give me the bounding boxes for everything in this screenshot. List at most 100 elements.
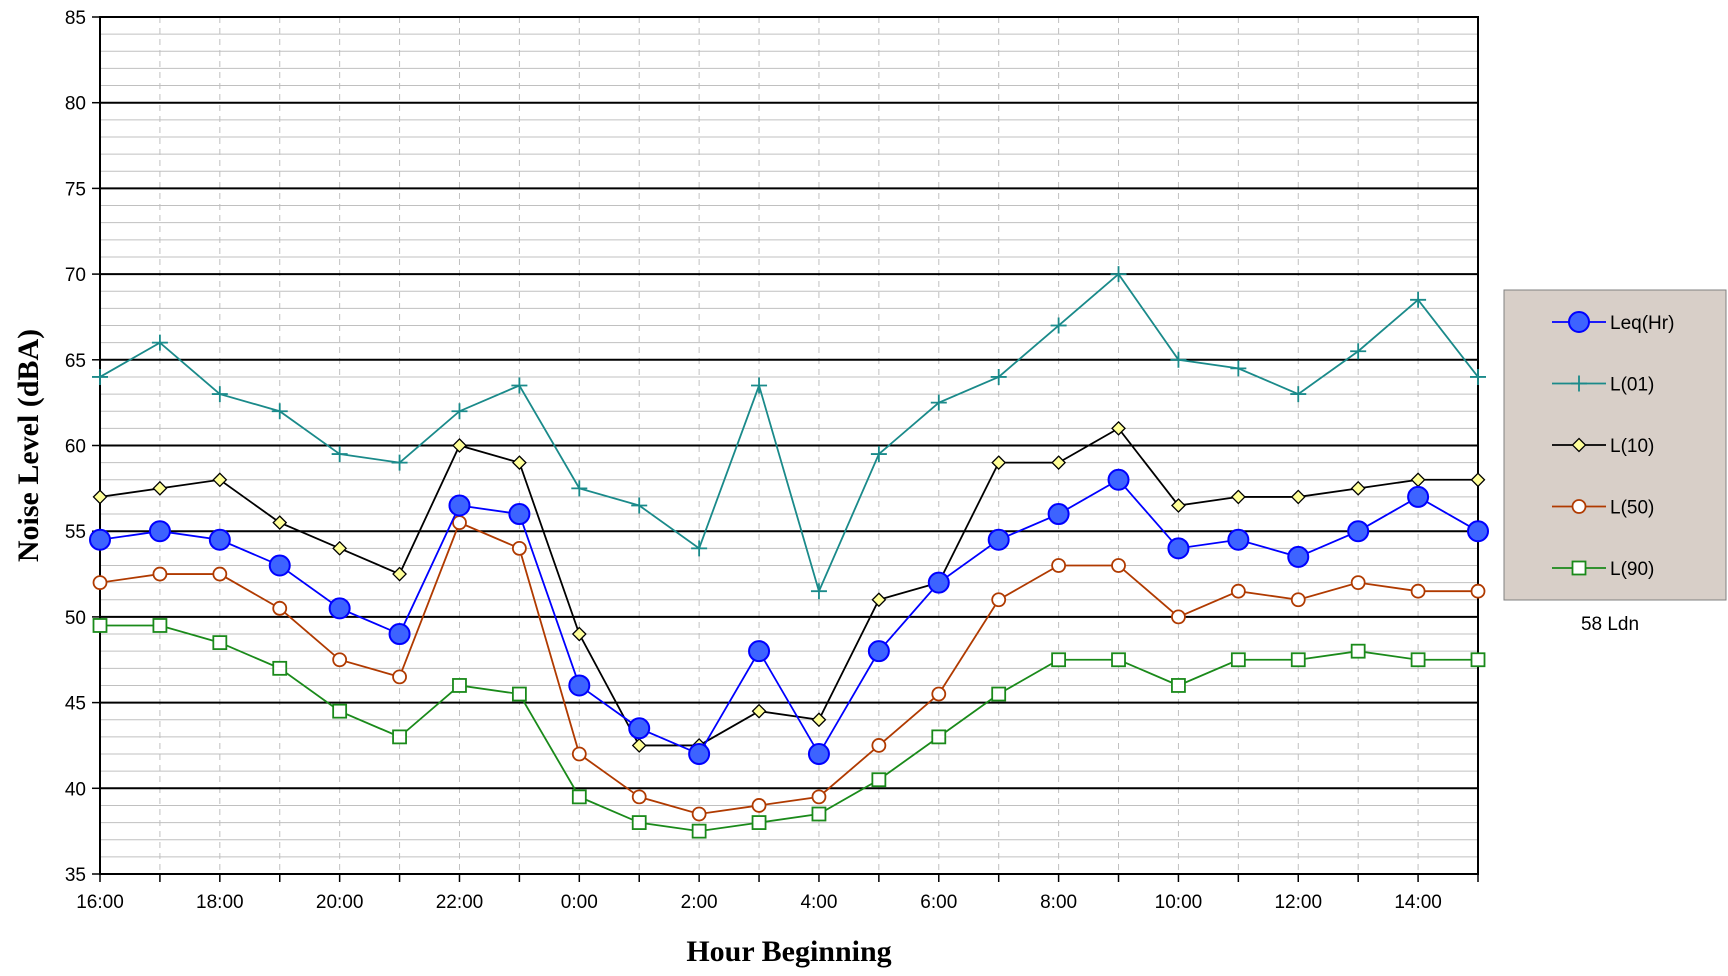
legend-swatch-marker — [1571, 375, 1587, 392]
data-point-l-10 — [811, 712, 827, 728]
data-point-l-50 — [1290, 592, 1306, 608]
legend-label: Leq(Hr) — [1610, 313, 1674, 334]
data-point-l-01 — [151, 334, 168, 351]
data-point-leq-hr — [748, 640, 771, 663]
data-point-l-90 — [991, 686, 1007, 702]
data-point-l-01 — [571, 480, 588, 497]
data-point-l-90 — [511, 686, 527, 702]
data-point-l-10 — [1410, 472, 1426, 488]
data-point-l-90 — [152, 618, 168, 633]
x-tick-label: 18:00 — [196, 892, 244, 913]
y-axis-ticks: 35 40 45 50 55 60 65 70 75 80 85 — [65, 8, 100, 886]
data-point-l-01 — [331, 446, 348, 463]
x-tick-label: 14:00 — [1394, 892, 1442, 913]
data-point-l-90 — [811, 806, 827, 822]
legend: Leq(Hr) L(01) L(10) L(50) L(90) — [1503, 289, 1727, 601]
data-point-l-01 — [870, 446, 887, 463]
data-point-leq-hr — [208, 528, 231, 551]
data-point-leq-hr — [148, 520, 171, 543]
data-point-l-01 — [1170, 351, 1187, 368]
data-point-l-90 — [751, 815, 767, 830]
data-point-l-50 — [1111, 558, 1126, 573]
data-point-l-50 — [1171, 609, 1186, 625]
data-point-l-50 — [1230, 583, 1246, 599]
data-point-l-50 — [92, 575, 108, 591]
data-point-leq-hr — [1407, 485, 1430, 508]
data-point-l-10 — [631, 738, 647, 753]
data-point-l-90 — [931, 729, 947, 745]
data-point-l-10 — [751, 703, 767, 719]
x-tick-label: 10:00 — [1155, 892, 1203, 913]
legend-label: L(10) — [1610, 436, 1654, 457]
data-point-l-10 — [571, 626, 587, 642]
data-point-l-90 — [392, 729, 407, 745]
data-point-leq-hr — [987, 528, 1010, 551]
data-point-l-01 — [271, 403, 288, 420]
y-tick-label: 35 — [65, 865, 86, 886]
data-point-l-90 — [272, 660, 288, 676]
y-tick-label: 70 — [65, 265, 86, 286]
data-point-l-50 — [332, 652, 348, 668]
data-point-leq-hr — [1107, 468, 1130, 491]
legend-item-l-90: L(90) — [1552, 559, 1654, 580]
data-point-leq-hr — [1347, 520, 1370, 543]
data-point-l-10 — [1051, 455, 1067, 471]
data-point-l-50 — [272, 600, 288, 616]
x-axis-title: Hour Beginning — [686, 935, 891, 968]
data-point-l-01 — [1290, 386, 1307, 403]
data-point-leq-hr — [328, 597, 351, 620]
data-point-l-10 — [92, 489, 108, 505]
data-point-l-10 — [1111, 420, 1126, 436]
x-tick-label: 8:00 — [1040, 892, 1077, 913]
y-tick-label: 60 — [65, 437, 86, 458]
data-point-leq-hr — [1287, 545, 1310, 568]
data-point-leq-hr — [568, 674, 591, 697]
data-point-l-50 — [811, 789, 827, 805]
data-point-leq-hr — [628, 717, 651, 740]
data-point-l-01 — [990, 368, 1007, 385]
y-tick-label: 65 — [65, 351, 86, 372]
legend-items: Leq(Hr) L(01) L(10) L(50) L(90) — [1552, 311, 1674, 580]
data-point-l-90 — [1171, 678, 1186, 693]
data-point-l-90 — [1230, 652, 1246, 668]
y-tick-label: 55 — [65, 522, 86, 543]
ldn-annotation: 58 Ldn — [1581, 614, 1639, 635]
legend-swatch-marker — [1568, 311, 1590, 333]
data-point-l-50 — [751, 798, 767, 813]
data-point-leq-hr — [1047, 503, 1070, 526]
data-point-leq-hr — [508, 503, 531, 526]
y-tick-label: 85 — [65, 8, 86, 29]
data-point-l-10 — [1171, 498, 1186, 513]
data-point-l-10 — [452, 438, 467, 453]
data-point-l-50 — [691, 806, 707, 822]
data-point-l-90 — [1290, 652, 1306, 668]
data-point-leq-hr — [927, 571, 950, 594]
data-point-l-90 — [631, 815, 647, 830]
data-point-l-10 — [212, 472, 228, 488]
data-point-l-90 — [212, 635, 228, 651]
series-l-90 — [92, 618, 1486, 839]
data-point-l-50 — [392, 669, 407, 685]
y-tick-label: 80 — [65, 94, 86, 115]
y-tick-label: 45 — [65, 694, 86, 715]
data-point-l-01 — [930, 394, 947, 411]
data-point-leq-hr — [1467, 520, 1489, 543]
data-point-l-10 — [871, 592, 887, 608]
data-point-l-10 — [991, 455, 1007, 471]
x-tick-label: 4:00 — [800, 892, 837, 913]
data-point-leq-hr — [1167, 537, 1190, 560]
x-tick-label: 2:00 — [681, 892, 718, 913]
data-point-l-01 — [1470, 368, 1486, 385]
x-tick-label: 12:00 — [1274, 892, 1322, 913]
y-axis-title: Noise Level (dBA) — [12, 329, 45, 562]
grid-layer — [100, 17, 1478, 874]
legend-swatch-marker — [1571, 560, 1587, 576]
data-point-l-50 — [991, 592, 1007, 608]
data-point-l-90 — [1410, 652, 1426, 668]
data-point-l-01 — [1350, 343, 1367, 360]
data-point-l-01 — [511, 377, 528, 394]
data-point-l-50 — [1410, 583, 1426, 599]
data-point-l-50 — [1470, 583, 1486, 599]
y-tick-label: 50 — [65, 608, 86, 629]
data-point-l-10 — [511, 455, 527, 471]
